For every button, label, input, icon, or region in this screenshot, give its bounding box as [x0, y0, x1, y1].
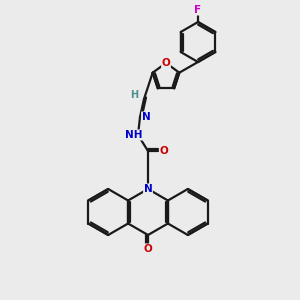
- Text: N: N: [142, 112, 150, 122]
- Text: F: F: [194, 5, 202, 15]
- Text: O: O: [160, 146, 168, 156]
- Text: H: H: [130, 90, 138, 100]
- Text: N: N: [144, 184, 152, 194]
- Text: NH: NH: [125, 130, 143, 140]
- Text: O: O: [162, 58, 170, 68]
- Text: O: O: [144, 244, 152, 254]
